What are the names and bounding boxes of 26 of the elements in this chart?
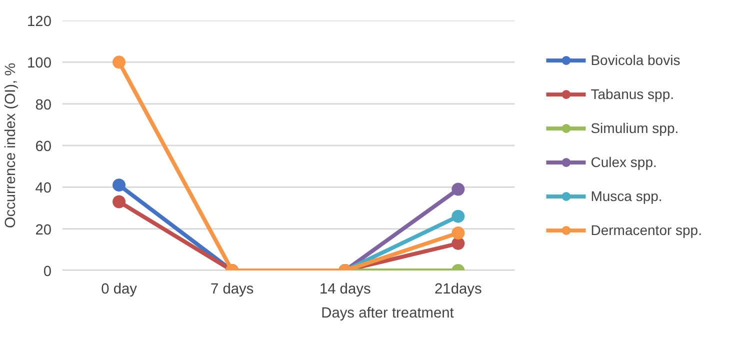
point [112, 178, 126, 192]
y-tick-label: 120 [27, 14, 52, 30]
point [452, 236, 465, 250]
y-tick-label: 60 [35, 139, 52, 155]
x-tick-label: 7 days [210, 282, 254, 298]
point [452, 182, 465, 196]
legend-label: Tabanus spp. [590, 86, 674, 102]
y-tick-label: 100 [27, 56, 52, 72]
legend-label: Culex spp. [590, 154, 657, 170]
y-tick-label: 40 [35, 180, 52, 197]
x-tick-label: 21days [434, 282, 482, 298]
x-tick-label: 0 day [101, 282, 138, 298]
point [452, 226, 465, 240]
x-tick-label: 14 days [319, 282, 371, 298]
legend-label: Dermacentor spp. [590, 222, 702, 238]
legend-label: Bovicola bovis [590, 52, 680, 68]
y-tick-label: 20 [35, 222, 52, 238]
y-axis-title: Occurrence index (OI), % [3, 62, 20, 228]
point [112, 56, 126, 69]
point [452, 210, 465, 223]
legend-label: Simulium spp. [590, 120, 679, 136]
point [112, 195, 126, 208]
y-tick-label: 80 [35, 97, 52, 114]
y-tick-label: 0 [43, 264, 52, 280]
legend-label: Musca spp. [590, 188, 662, 204]
x-axis-title: Days after treatment [321, 306, 454, 322]
